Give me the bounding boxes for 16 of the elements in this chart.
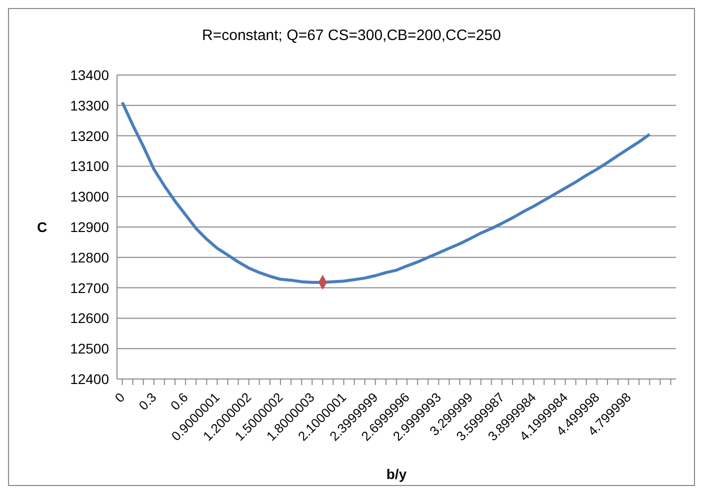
- y-tick-label: 12900: [70, 218, 110, 235]
- y-tick-label: 12800: [70, 249, 110, 266]
- y-tick-label: 13300: [70, 97, 110, 114]
- y-tick-label: 12500: [70, 340, 110, 357]
- y-tick-label: 12700: [70, 280, 110, 296]
- y-tick-label: 12400: [70, 370, 110, 387]
- chart-title: R=constant; Q=67 CS=300,CB=200,CC=250: [201, 26, 502, 46]
- x-tick-label: 0: [112, 390, 128, 406]
- y-axis-title: C: [37, 218, 48, 235]
- y-tick-label: 13400: [70, 66, 110, 83]
- y-tick-label: 13200: [70, 128, 110, 144]
- y-tick-label: 12600: [70, 310, 110, 326]
- x-tick-label: 0.3: [136, 390, 160, 414]
- x-axis-title: b/y: [386, 466, 407, 482]
- y-tick-label: 13100: [70, 158, 110, 174]
- y-tick-label: 13000: [70, 188, 110, 205]
